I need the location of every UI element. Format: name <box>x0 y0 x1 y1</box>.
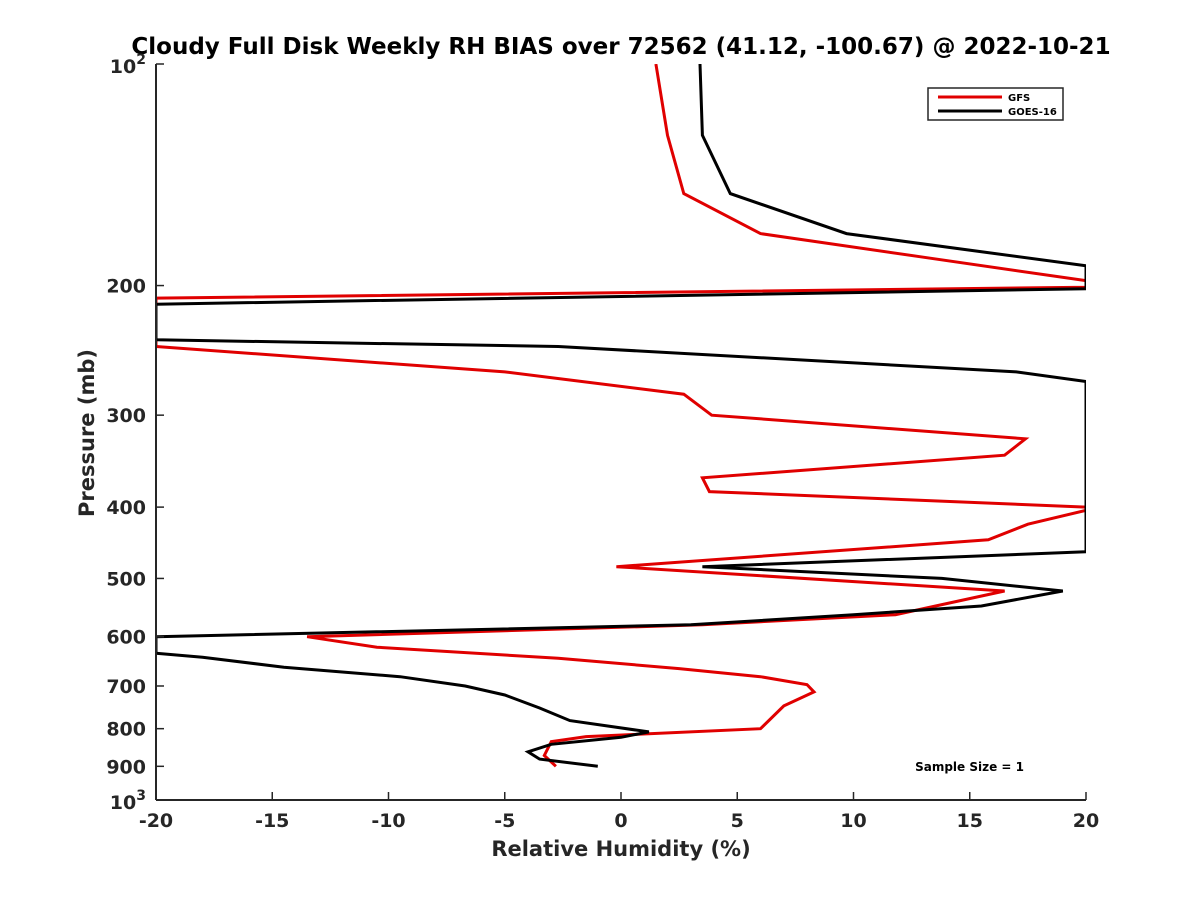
series-line-goes-16 <box>156 64 1086 768</box>
y-tick-label: 400 <box>106 497 146 519</box>
y-tick-label: 900 <box>106 756 146 778</box>
legend-box <box>927 87 1064 121</box>
series-line-gfs <box>156 64 1086 768</box>
x-tick-label: 5 <box>731 810 744 832</box>
series-lines <box>156 64 1086 768</box>
sample-size-annotation: Sample Size = 1 <box>915 760 1024 774</box>
legend-label: GFS <box>1008 93 1030 104</box>
chart-title: Cloudy Full Disk Weekly RH BIAS over 725… <box>131 34 1110 60</box>
x-tick-labels: -20 -15 -10 -5 0 5 10 15 20 <box>139 810 1099 832</box>
x-tick-label: 0 <box>614 810 627 832</box>
y-tick-label: 800 <box>106 719 146 741</box>
y-axis-label: Pressure (mb) <box>75 349 99 517</box>
y-tick-labels: 102 200 300 400 500 600 700 800 900 103 <box>106 52 146 814</box>
legend-label: GOES-16 <box>1008 107 1057 118</box>
x-tick-label: -10 <box>371 810 405 832</box>
y-tick-label: 102 <box>110 52 146 78</box>
x-tick-label: -5 <box>494 810 515 832</box>
y-tick-label: 600 <box>106 627 146 649</box>
x-tick-label: -20 <box>139 810 173 832</box>
x-tick-label: 15 <box>957 810 983 832</box>
y-tick-label: 103 <box>110 788 146 814</box>
y-tick-label: 700 <box>106 676 146 698</box>
x-tick-label: 10 <box>840 810 866 832</box>
y-tick-label: 200 <box>106 276 146 298</box>
axes <box>155 63 1087 801</box>
y-tick-label: 300 <box>106 405 146 427</box>
x-tick-label: -15 <box>255 810 289 832</box>
x-tick-label: 20 <box>1073 810 1099 832</box>
legend: GFS GOES-16 <box>927 87 1064 121</box>
x-axis-label: Relative Humidity (%) <box>491 837 750 861</box>
y-tick-label: 500 <box>106 568 146 590</box>
